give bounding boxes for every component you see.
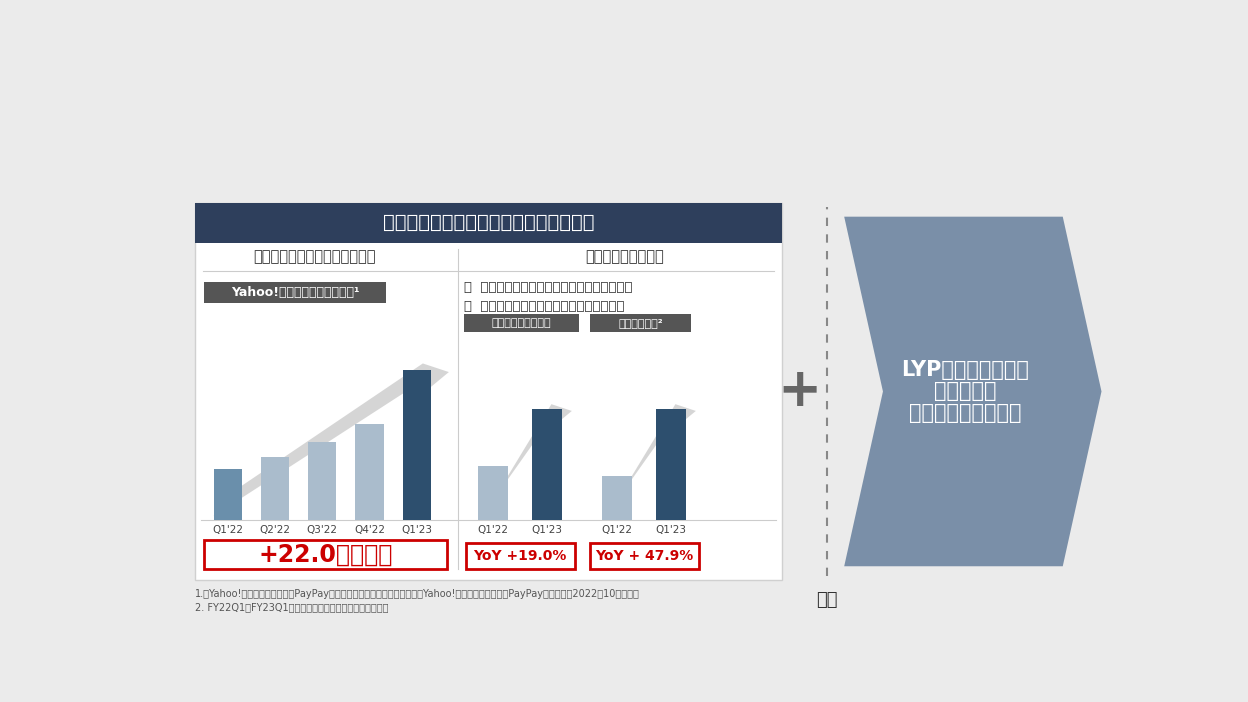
Text: Q1'22: Q1'22: [602, 524, 633, 535]
Bar: [308, 442, 337, 520]
Bar: [603, 476, 631, 520]
Text: 1.「Yahoo!ショッピング」と「PayPayモール」の管理会計値の粗利率。「Yahoo!ショッピング」と「PayPayモール」は2022年10月に統合: 1.「Yahoo!ショッピング」と「PayPayモール」の管理会計値の粗利率。「…: [195, 590, 640, 600]
Bar: [205, 282, 386, 303]
Text: 現在: 現在: [816, 591, 837, 609]
Text: 2. FY22Q1とFY23Q1の取極高に占める優良配送比率を比較: 2. FY22Q1とFY23Q1の取極高に占める優良配送比率を比較: [195, 602, 388, 611]
Bar: [195, 203, 782, 580]
Text: Q1'23: Q1'23: [402, 524, 432, 535]
Polygon shape: [482, 404, 572, 516]
Polygon shape: [605, 404, 696, 516]
Bar: [533, 409, 563, 520]
Bar: [478, 466, 508, 520]
Polygon shape: [844, 217, 1102, 567]
Bar: [656, 409, 686, 520]
Bar: [356, 424, 383, 520]
Bar: [403, 370, 431, 520]
Text: Q2'22: Q2'22: [260, 524, 291, 535]
Text: +22.0ポイント: +22.0ポイント: [258, 543, 393, 567]
Polygon shape: [213, 364, 449, 516]
Bar: [213, 469, 242, 520]
Text: サービスの本質強化: サービスの本質強化: [585, 249, 664, 264]
Bar: [261, 457, 290, 520]
Text: YoY +19.0%: YoY +19.0%: [473, 549, 567, 563]
Text: LYPプレミアム会展: LYPプレミアム会展: [901, 360, 1030, 380]
Text: ・  優良配送ストア否先表示施策の継続実施: ・ 優良配送ストア否先表示施策の継続実施: [464, 300, 625, 312]
Text: 新規顧客翣月継続率: 新規顧客翣月継続率: [492, 318, 552, 328]
Text: Q1'22: Q1'22: [478, 524, 509, 535]
Bar: [205, 540, 447, 569]
Text: Q4'22: Q4'22: [354, 524, 386, 535]
Bar: [195, 203, 782, 243]
Text: YoY + 47.9%: YoY + 47.9%: [595, 549, 694, 563]
Text: Q3'22: Q3'22: [307, 524, 338, 535]
Text: Q1'23: Q1'23: [656, 524, 686, 535]
Text: Q1'23: Q1'23: [532, 524, 563, 535]
Bar: [466, 543, 574, 569]
Bar: [590, 314, 690, 332]
Text: ユーザー基盤の拡大: ユーザー基盤の拡大: [909, 403, 1021, 423]
Bar: [590, 543, 699, 569]
Text: 優良配送比率²: 優良配送比率²: [618, 318, 663, 328]
Bar: [464, 314, 579, 332]
Text: Yahoo!ショッピングの粗利率¹: Yahoo!ショッピングの粗利率¹: [231, 286, 359, 299]
Text: 継続率・収益性の改善やプロダクト強化: 継続率・収益性の改善やプロダクト強化: [383, 213, 594, 232]
Text: ・  新規ユーザー向け販促やアプリ利用の促進: ・ 新規ユーザー向け販促やアプリ利用の促進: [464, 281, 633, 294]
Text: 開始による: 開始による: [934, 381, 996, 402]
Text: コスト最適化による収益性改善: コスト最適化による収益性改善: [253, 249, 376, 264]
Text: +: +: [778, 366, 821, 418]
Text: Q1'22: Q1'22: [212, 524, 243, 535]
